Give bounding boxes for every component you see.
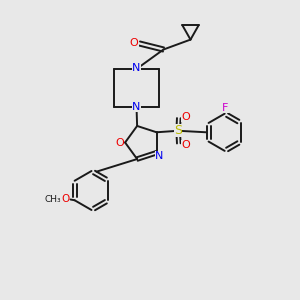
Text: S: S <box>174 124 182 137</box>
Text: N: N <box>132 102 141 112</box>
Text: O: O <box>181 112 190 122</box>
Text: CH₃: CH₃ <box>44 195 61 204</box>
Text: O: O <box>181 140 190 150</box>
Text: O: O <box>61 194 69 204</box>
Text: O: O <box>115 137 124 148</box>
Text: O: O <box>130 38 139 48</box>
Text: N: N <box>132 63 141 74</box>
Text: N: N <box>155 151 163 161</box>
Text: F: F <box>222 103 229 113</box>
